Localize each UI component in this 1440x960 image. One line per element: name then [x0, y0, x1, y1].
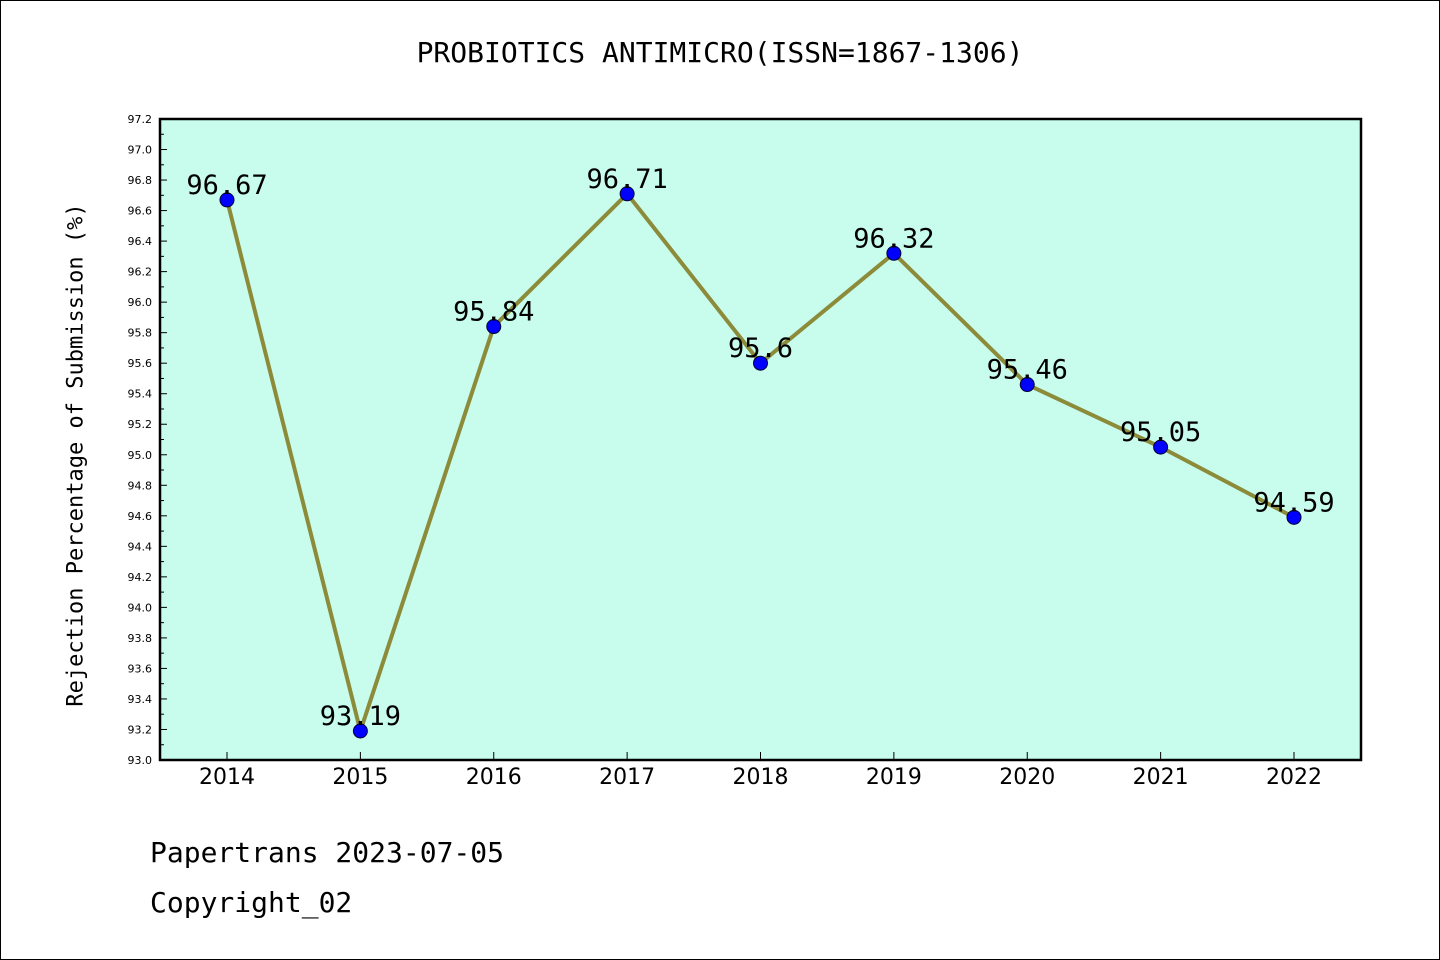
y-tick-label: 96.8	[128, 174, 153, 187]
data-point-marker	[1153, 439, 1169, 455]
y-tick-label: 94.8	[128, 479, 153, 492]
y-tick-label: 94.0	[128, 601, 153, 614]
y-tick-label: 94.2	[128, 571, 153, 584]
x-tick-label: 2022	[1266, 765, 1322, 790]
y-tick-label: 96.0	[128, 296, 153, 309]
y-tick-label: 96.2	[128, 266, 153, 279]
x-tick-label: 2020	[999, 765, 1055, 790]
data-point-marker	[219, 192, 235, 208]
y-tick-label: 94.6	[128, 510, 153, 523]
y-tick-label: 93.6	[128, 662, 153, 675]
y-tick-label: 97.0	[128, 144, 153, 157]
x-tick-label: 2014	[199, 765, 255, 790]
plot-border	[158, 117, 1363, 762]
data-point-marker	[753, 355, 768, 371]
plot-area	[160, 119, 1361, 760]
x-tick-label: 2017	[599, 765, 655, 790]
footer-stamp: Papertrans 2023-07-05	[150, 836, 505, 869]
data-label: 95.6	[728, 333, 793, 364]
data-point-marker	[886, 245, 902, 261]
footer-copyright: Copyright_02	[150, 886, 353, 919]
chart-title: PROBIOTICS ANTIMICRO(ISSN=1867-1306)	[416, 36, 1024, 69]
y-tick-label: 95.2	[128, 418, 153, 431]
data-point-marker	[619, 186, 635, 202]
x-tick-label: 2021	[1133, 765, 1189, 790]
data-label: 94.59	[1253, 487, 1334, 518]
y-tick-label: 96.6	[128, 205, 153, 218]
y-tick-label: 94.4	[128, 540, 153, 553]
x-tick-label: 2018	[733, 765, 789, 790]
y-tick-label: 97.2	[128, 113, 153, 126]
data-point-marker	[1286, 509, 1302, 525]
x-tick-label: 2016	[466, 765, 522, 790]
data-label: 96.32	[853, 223, 934, 254]
data-label: 93.19	[320, 701, 401, 732]
data-point-marker	[352, 723, 368, 739]
y-tick-label: 93.4	[128, 693, 153, 706]
y-tick-label: 95.0	[128, 449, 153, 462]
y-tick-label: 93.8	[128, 632, 153, 645]
data-label: 96.71	[586, 164, 667, 195]
y-tick-label: 95.8	[128, 327, 153, 340]
data-label: 95.05	[1120, 417, 1201, 448]
y-tick-label: 95.4	[128, 388, 153, 401]
y-tick-label: 96.4	[128, 235, 153, 248]
data-label: 95.46	[987, 355, 1068, 386]
data-label: 95.84	[453, 297, 534, 328]
data-point-marker	[486, 319, 502, 335]
y-tick-label: 93.2	[128, 723, 153, 736]
x-tick-label: 2019	[866, 765, 922, 790]
data-label: 96.67	[186, 170, 267, 201]
y-tick-label: 93.0	[128, 754, 153, 767]
x-tick-label: 2015	[332, 765, 388, 790]
data-point-marker	[1019, 377, 1035, 393]
y-tick-label: 95.6	[128, 357, 153, 370]
